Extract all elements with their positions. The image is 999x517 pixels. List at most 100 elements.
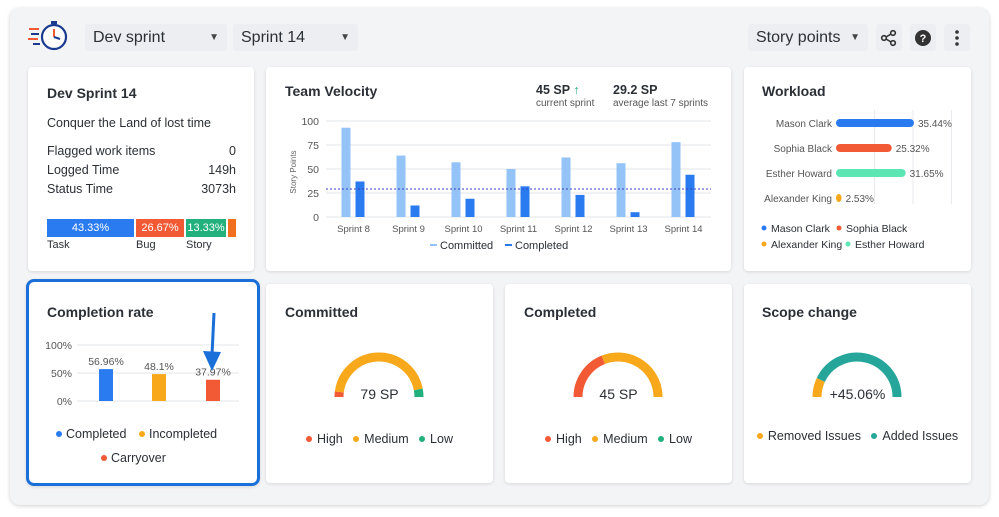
data-label: 48.1% (144, 361, 174, 373)
legend-item[interactable]: High (545, 432, 582, 446)
x-tick-label: Sprint 8 (337, 224, 370, 235)
gauge-segment-low (413, 388, 424, 398)
legend-item[interactable]: High (306, 432, 343, 446)
share-button[interactable] (876, 24, 902, 51)
workload-name-label: Esther Howard (766, 169, 832, 180)
legend-dot (658, 435, 665, 442)
legend-dot (545, 435, 552, 442)
chevron-down-icon: ▼ (340, 32, 350, 43)
more-options-button[interactable] (944, 24, 970, 51)
scope-legend: Removed Issues Added Issues (744, 429, 971, 443)
velocity-bar-completed (630, 212, 640, 217)
completion-rate-card[interactable] (26, 279, 260, 486)
completed-legend: High Medium Low (505, 432, 732, 446)
velocity-bar-completed (520, 186, 530, 217)
velocity-chart: 0 25 50 75 100 Story Points Sprint 8 Sprint 9 Sp… (289, 116, 711, 252)
legend-item[interactable]: Removed Issues (756, 429, 861, 443)
committed-legend: High Medium Low (266, 432, 493, 446)
distribution-segment-other[interactable] (228, 219, 236, 237)
legend-item[interactable]: Low (658, 432, 692, 446)
legend-dot (419, 435, 426, 442)
completion-bar (99, 369, 113, 401)
segment-percent: 26.67% (141, 222, 179, 234)
x-tick-label: Sprint 10 (444, 224, 482, 235)
gauge-segment-high (573, 355, 606, 398)
legend-label: Incompleted (149, 427, 217, 441)
legend-item[interactable]: Added Issues (871, 429, 958, 443)
distribution-segment-story[interactable]: 13.33% (186, 219, 226, 237)
workload-value-label: 25.32% (896, 144, 930, 155)
y-tick-label: 50 (307, 164, 319, 176)
data-label: 37.97% (195, 367, 231, 379)
project-select[interactable]: Dev sprint ▼ (85, 24, 227, 51)
sprint-summary-title: Dev Sprint 14 (47, 85, 137, 101)
metric-select[interactable]: Story points ▼ (748, 24, 868, 51)
legend-dot (353, 435, 360, 442)
chevron-down-icon: ▼ (850, 32, 860, 43)
current-sprint-number: 45 SP (536, 83, 570, 97)
workload-name-label: Mason Clark (776, 119, 833, 130)
distribution-label: Task (47, 239, 70, 251)
legend-dot (845, 241, 851, 247)
share-icon (880, 29, 897, 47)
workload-bar (836, 119, 914, 127)
y-tick-label: 0 (313, 212, 319, 224)
legend-item[interactable]: Medium (353, 432, 409, 446)
workload-name-label: Sophia Black (774, 144, 833, 155)
y-tick-label: 25 (307, 188, 319, 200)
distribution-segment-task[interactable]: 43.33% (47, 219, 134, 237)
distribution-label: Bug (136, 239, 156, 251)
y-tick-label: 75 (307, 140, 319, 152)
y-tick-label: 50% (51, 368, 72, 380)
chevron-down-icon: ▼ (209, 32, 219, 43)
legend-dot (871, 432, 878, 439)
velocity-title: Team Velocity (285, 83, 378, 99)
committed-title: Committed (285, 304, 359, 320)
sprint-select[interactable]: Sprint 14 ▼ (233, 24, 358, 51)
completion-chart: 0% 50% 100% 56.96% 48.1% 37.97% Completed Incom… (45, 340, 239, 465)
legend-label: Sophia Black (846, 223, 908, 235)
velocity-bar-committed (396, 155, 406, 217)
velocity-bar-committed (451, 162, 461, 217)
completed-value: 45 SP (599, 386, 638, 402)
workload-value-label: 2.53% (846, 194, 874, 205)
workload-bar (836, 144, 892, 152)
completion-bar (152, 374, 166, 401)
gauge-segment-medium (334, 352, 423, 393)
completion-bar (206, 379, 220, 401)
velocity-bar-completed (355, 181, 365, 217)
workload-name-label: Alexander King (764, 194, 832, 205)
stat-value: 3073h (201, 182, 236, 196)
y-axis-label: Story Points (289, 150, 298, 193)
segment-percent: 43.33% (71, 222, 110, 234)
stat-label: Status Time (47, 182, 113, 196)
sprint-goal: Conquer the Land of lost time (47, 116, 211, 130)
legend-item[interactable]: Low (419, 432, 453, 446)
x-tick-label: Sprint 13 (609, 224, 647, 235)
legend-dot (761, 225, 767, 231)
velocity-bar-completed (685, 174, 695, 217)
current-sprint-value: 45 SP ↑ (536, 83, 580, 97)
stopwatch-logo-icon (28, 21, 68, 51)
legend-label: Completed (515, 240, 568, 252)
help-button[interactable]: ? (910, 24, 936, 51)
gauge-segment-removed-issues (812, 378, 825, 398)
legend-item[interactable]: Medium (592, 432, 648, 446)
stat-value: 149h (208, 163, 236, 177)
velocity-bar-committed (561, 157, 571, 217)
velocity-bar-committed (506, 169, 516, 217)
metric-select-value: Story points (756, 29, 841, 46)
legend-dot (756, 432, 763, 439)
more-vertical-icon (955, 30, 959, 46)
workload-value-label: 31.65% (910, 169, 944, 180)
project-select-value: Dev sprint (93, 29, 166, 46)
legend-label: Completed (66, 427, 126, 441)
workload-bar (836, 169, 906, 177)
average-value: 29.2 SP (613, 83, 658, 97)
completed-gauge (573, 352, 663, 398)
distribution-segment-bug[interactable]: 26.67% (136, 219, 184, 237)
legend-dot (306, 435, 313, 442)
workload-value-label: 35.44% (918, 119, 952, 130)
legend-dot (592, 435, 599, 442)
committed-gauge (334, 352, 424, 398)
